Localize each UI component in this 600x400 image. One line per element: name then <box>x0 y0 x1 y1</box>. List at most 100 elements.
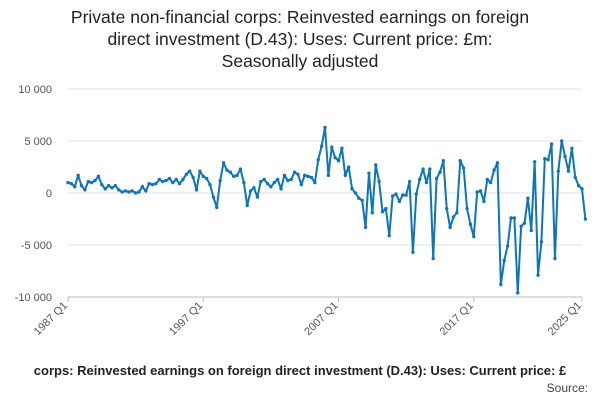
data-point <box>502 258 506 263</box>
data-point <box>76 173 80 178</box>
data-point <box>93 178 97 183</box>
data-point <box>475 190 479 194</box>
data-point <box>259 179 263 184</box>
data-point <box>414 192 418 196</box>
data-point <box>458 159 462 163</box>
data-point <box>336 159 341 163</box>
data-point <box>232 174 236 179</box>
data-point <box>455 211 459 215</box>
data-point <box>171 180 175 185</box>
data-point <box>553 256 557 261</box>
data-point <box>265 181 270 186</box>
data-point <box>522 221 527 225</box>
data-point <box>495 161 500 165</box>
data-point <box>69 181 74 186</box>
data-point <box>330 145 334 149</box>
data-point <box>113 184 118 188</box>
x-axis: 1987 Q1 1997 Q1 2007 Q1 2017 Q1 2025 Q1 <box>32 296 584 338</box>
data-point <box>157 177 161 182</box>
data-point <box>235 173 239 178</box>
data-point <box>323 125 327 130</box>
data-point <box>326 173 331 178</box>
data-point <box>225 168 229 172</box>
data-point <box>127 190 131 194</box>
data-point <box>482 199 486 204</box>
data-point <box>380 210 385 214</box>
data-point <box>346 165 351 169</box>
data-point <box>198 169 202 173</box>
data-point <box>245 203 249 208</box>
y-tick-label: 0 <box>46 188 52 200</box>
y-tick-label: 10 000 <box>18 84 52 96</box>
data-point <box>417 177 422 182</box>
data-point <box>242 180 246 185</box>
data-point <box>120 190 124 194</box>
data-point <box>411 250 415 254</box>
data-point <box>66 180 70 185</box>
chart-title-line-3: Seasonally adjusted <box>221 51 379 71</box>
data-point <box>492 168 496 172</box>
data-point <box>110 186 114 190</box>
data-point <box>374 163 378 167</box>
legend-series-label: corps: Reinvested earnings on foreign di… <box>33 363 567 378</box>
data-point <box>177 181 182 186</box>
data-point <box>269 185 273 189</box>
data-point <box>211 195 216 199</box>
data-point <box>296 172 300 176</box>
data-point <box>566 169 571 173</box>
data-point <box>252 186 256 190</box>
data-point <box>130 189 134 193</box>
data-point <box>275 177 280 182</box>
data-point <box>154 181 158 186</box>
data-point <box>421 167 425 171</box>
data-point <box>549 142 554 146</box>
data-point <box>472 234 476 239</box>
data-point <box>441 159 446 163</box>
y-tick-label: -10 000 <box>15 292 52 304</box>
data-point <box>96 174 101 179</box>
data-point <box>390 194 395 198</box>
data-point <box>150 182 155 187</box>
data-point <box>543 156 547 161</box>
data-point <box>536 273 540 277</box>
data-point <box>174 177 178 182</box>
data-point <box>448 225 452 230</box>
data-point <box>160 179 165 184</box>
data-point <box>144 189 148 193</box>
data-point <box>117 188 121 192</box>
data-point <box>532 160 537 164</box>
data-point <box>478 189 483 193</box>
data-point <box>546 158 550 162</box>
data-point <box>424 180 429 185</box>
data-point <box>499 282 503 287</box>
series-line <box>67 126 587 294</box>
chart-title: Private non-financial corps: Reinvested … <box>0 6 600 72</box>
data-point <box>286 178 290 183</box>
data-point <box>309 175 314 180</box>
data-point <box>556 169 561 173</box>
data-point <box>387 233 391 238</box>
data-point <box>89 180 94 185</box>
data-point <box>333 155 337 160</box>
data-point <box>313 180 317 185</box>
data-point <box>228 170 233 174</box>
data-point <box>353 191 358 195</box>
chart-title-line-1: Private non-financial corps: Reinvested … <box>70 7 530 27</box>
data-point <box>201 174 205 179</box>
data-point <box>106 184 111 188</box>
data-point <box>218 178 222 183</box>
data-point <box>583 217 588 221</box>
data-point <box>576 184 581 188</box>
data-point <box>215 205 219 210</box>
legend: corps: Reinvested earnings on foreign di… <box>0 363 600 381</box>
data-point <box>204 176 209 181</box>
data-point <box>428 167 432 171</box>
data-point <box>489 180 493 185</box>
gridlines <box>68 88 582 298</box>
data-point <box>255 195 260 199</box>
data-point <box>512 216 517 220</box>
data-point <box>137 190 141 194</box>
data-point <box>319 144 324 148</box>
data-point <box>164 178 168 183</box>
x-tick-label: 1997 Q1 <box>167 300 205 338</box>
